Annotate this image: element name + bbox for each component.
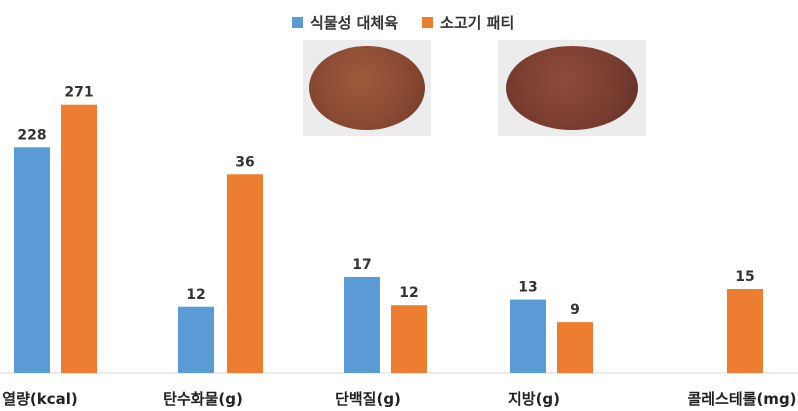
data-label-plant-1: 12 [186,287,205,303]
bar-beef-1 [227,174,263,373]
legend-item-beef: 소고기 패티 [422,12,514,33]
data-label-beef-0: 271 [64,85,93,101]
category-label-2: 단백질(g) [335,390,401,408]
plant-patty-photo [303,40,431,136]
legend-label-beef: 소고기 패티 [440,14,515,32]
data-label-beef-4: 15 [735,269,754,285]
bar-beef-4 [727,289,763,373]
legend-item-plant: 식물성 대체육 [292,12,398,33]
plant-patty-image [309,46,425,130]
data-label-beef-3: 9 [570,302,580,318]
data-label-plant-2: 17 [352,257,371,273]
bar-beef-2 [391,305,427,373]
category-label-0: 열량(kcal) [2,390,77,408]
data-label-plant-3: 13 [518,280,537,296]
chart-legend: 식물성 대체육 소고기 패티 [292,12,538,33]
bar-plant-2 [344,276,380,373]
legend-label-plant: 식물성 대체육 [310,14,399,32]
legend-swatch-beef [422,17,434,28]
legend-swatch-plant [292,17,303,28]
data-label-beef-2: 12 [399,285,418,301]
bar-plant-3 [510,299,546,373]
category-label-1: 탄수화물(g) [163,390,243,408]
beef-patty-photo [498,40,646,136]
data-label-beef-1: 36 [235,154,254,170]
bar-beef-3 [557,322,593,373]
bar-beef-0 [61,104,97,374]
category-label-4: 콜레스테롤(mg) [687,390,796,408]
category-label-3: 지방(g) [508,390,560,408]
bar-plant-0 [14,147,50,373]
beef-patty-image [506,46,638,130]
data-label-plant-0: 228 [17,127,46,143]
bar-plant-1 [178,306,214,373]
